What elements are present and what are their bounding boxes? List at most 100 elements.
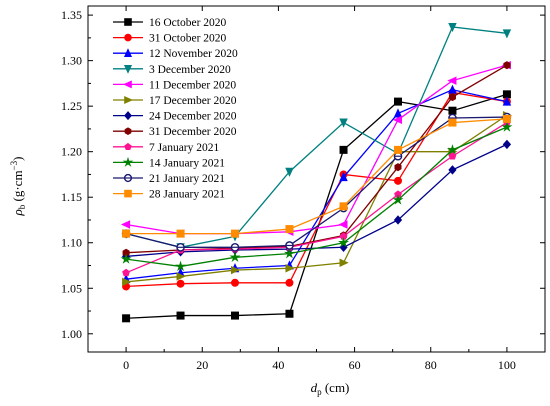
legend-label: 28 January 2021 xyxy=(149,189,225,201)
y-tick-label: 1.35 xyxy=(61,8,82,22)
legend-label: 3 December 2020 xyxy=(149,64,231,76)
data-point xyxy=(446,144,458,155)
data-point xyxy=(231,229,240,238)
series-12 xyxy=(122,114,511,238)
data-point xyxy=(124,142,132,150)
series-line xyxy=(126,89,508,280)
y-tick-label: 1.25 xyxy=(61,99,82,113)
data-point xyxy=(122,268,130,277)
legend-label: 24 December 2020 xyxy=(149,111,237,123)
y-tick-label: 1.20 xyxy=(61,145,82,159)
series-line xyxy=(126,114,508,283)
y-tick-label: 1.15 xyxy=(61,190,82,204)
data-point xyxy=(392,194,404,205)
data-point xyxy=(175,260,187,272)
data-point xyxy=(448,152,457,160)
data-point xyxy=(448,118,457,127)
series-10 xyxy=(120,121,513,272)
data-point xyxy=(285,278,294,287)
data-point xyxy=(448,165,457,175)
y-tick-label: 1.30 xyxy=(61,54,82,68)
legend-label: 16 October 2020 xyxy=(149,17,227,29)
x-tick-label: 40 xyxy=(272,358,284,372)
data-point xyxy=(502,139,512,150)
data-point xyxy=(339,258,349,267)
data-point xyxy=(124,189,132,198)
data-point xyxy=(176,229,185,238)
data-point xyxy=(285,309,294,318)
data-point xyxy=(393,97,402,106)
legend-entry: 3 December 2020 xyxy=(113,64,231,76)
legend-entry: 11 December 2020 xyxy=(113,79,236,91)
y-axis-label: ρb (g·cm−3) xyxy=(9,157,27,217)
data-point xyxy=(339,145,348,154)
data-point xyxy=(448,106,457,115)
plot-area xyxy=(120,22,513,323)
data-point xyxy=(394,163,402,172)
series-line xyxy=(126,118,507,235)
series-line xyxy=(125,26,507,248)
data-point xyxy=(124,33,132,42)
legend-entry: 14 January 2021 xyxy=(113,156,225,169)
data-point xyxy=(339,172,348,182)
data-point xyxy=(122,314,131,323)
data-point xyxy=(176,272,186,281)
x-tick-label: 60 xyxy=(349,358,361,372)
legend-label: 17 December 2020 xyxy=(149,95,237,107)
legend-entry: 31 December 2020 xyxy=(113,126,237,138)
data-point xyxy=(448,92,456,102)
data-point xyxy=(231,311,240,320)
legend-label: 31 October 2020 xyxy=(149,33,227,45)
y-tick-label: 1.10 xyxy=(61,236,82,250)
data-point xyxy=(501,121,513,132)
legend-label: 11 December 2020 xyxy=(149,79,236,91)
legend-entry: 12 November 2020 xyxy=(113,48,238,60)
x-axis-label: dp (cm) xyxy=(311,380,350,397)
legend: 16 October 2020 31 October 2020 12 Novembe… xyxy=(113,17,238,201)
legend-label: 21 January 2021 xyxy=(149,173,225,185)
x-tick-label: 20 xyxy=(196,358,208,372)
data-point xyxy=(176,279,185,288)
data-point xyxy=(393,145,402,154)
legend-label: 14 January 2021 xyxy=(149,157,225,169)
data-point xyxy=(393,215,403,225)
y-tick-label: 1.00 xyxy=(61,327,82,341)
legend-entry: 28 January 2021 xyxy=(113,189,225,201)
data-point xyxy=(124,127,132,136)
data-point xyxy=(392,115,402,125)
data-point xyxy=(123,80,132,89)
data-point xyxy=(283,247,295,259)
x-tick-label: 0 xyxy=(123,358,129,372)
data-point xyxy=(122,277,132,287)
data-point xyxy=(339,202,348,211)
legend-entry: 17 December 2020 xyxy=(113,95,237,107)
data-point xyxy=(502,114,511,123)
data-point xyxy=(393,176,402,185)
data-point xyxy=(502,96,512,106)
data-point xyxy=(123,48,133,57)
data-point xyxy=(338,220,348,229)
data-point xyxy=(285,264,295,273)
series-line xyxy=(125,116,507,248)
legend-entry: 31 October 2020 xyxy=(113,33,227,45)
legend-entry: 24 December 2020 xyxy=(113,111,237,123)
data-point xyxy=(124,111,132,121)
data-point xyxy=(122,156,134,167)
legend-label: 7 January 2021 xyxy=(149,142,220,154)
y-tick-label: 1.05 xyxy=(61,281,82,295)
series-line xyxy=(125,121,508,274)
data-point xyxy=(338,236,350,248)
legend-entry: 7 January 2021 xyxy=(113,142,220,154)
data-point xyxy=(503,61,511,70)
data-point xyxy=(231,278,240,287)
data-point xyxy=(502,29,512,39)
legend-label: 12 November 2020 xyxy=(149,48,238,60)
data-point xyxy=(285,225,294,234)
data-point xyxy=(393,108,403,118)
data-point xyxy=(120,253,132,264)
data-point xyxy=(124,95,133,105)
data-point xyxy=(120,220,131,229)
data-point xyxy=(285,167,294,177)
x-tick-label: 100 xyxy=(498,358,516,372)
